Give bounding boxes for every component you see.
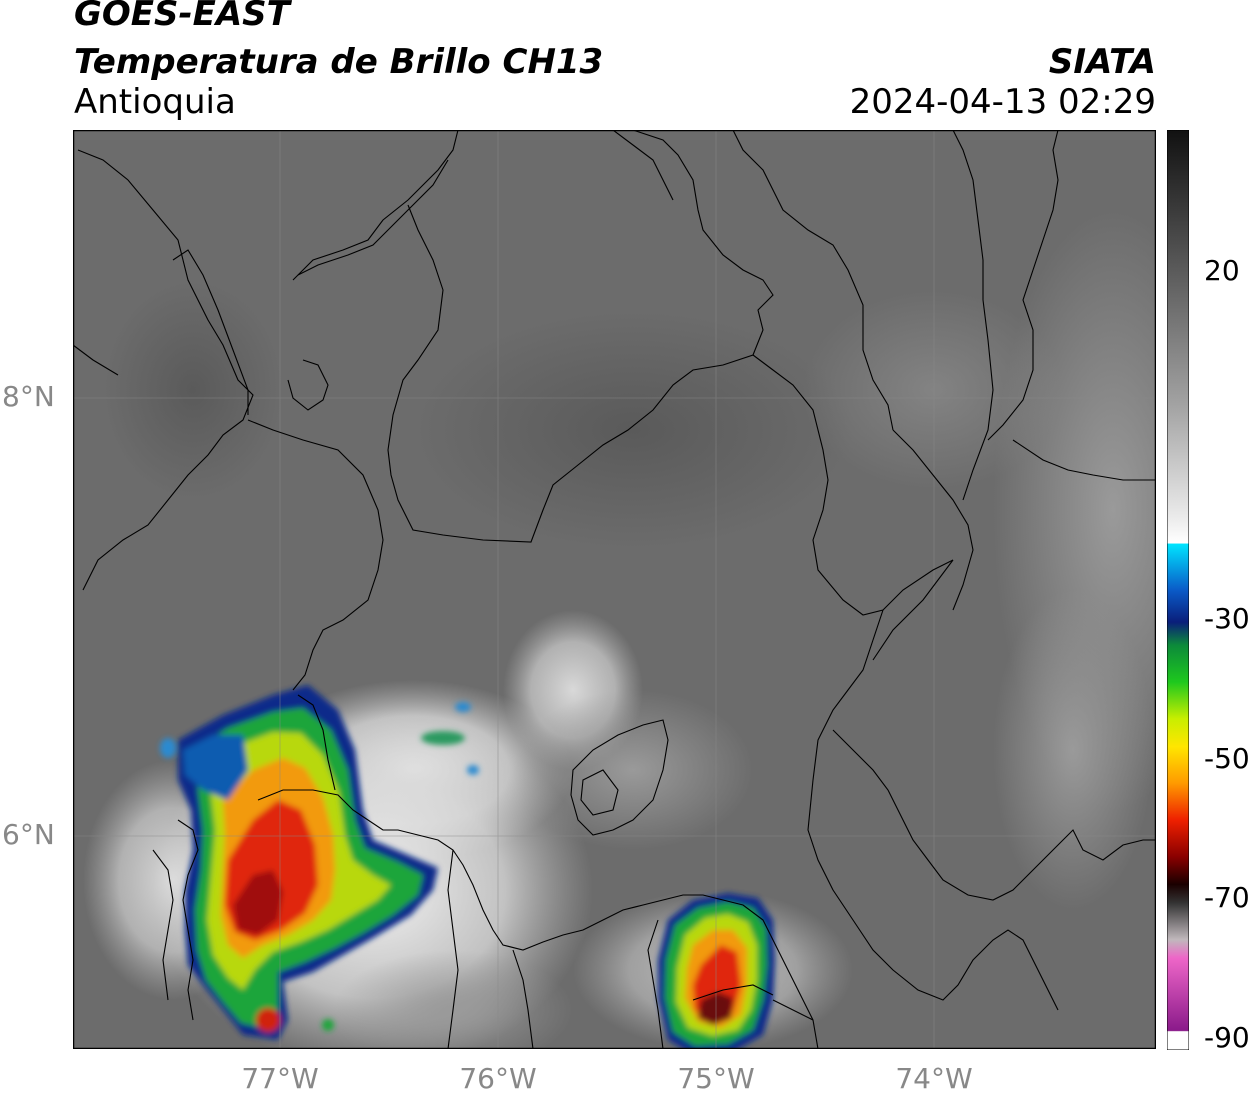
colorbar-label-minus50: -50 bbox=[1204, 742, 1250, 775]
storm-cell-west bbox=[160, 685, 479, 1040]
colorbar-label-minus30: -30 bbox=[1204, 602, 1250, 635]
colorbar-fill bbox=[1167, 130, 1189, 1050]
product-title: Temperatura de Brillo CH13 bbox=[74, 42, 604, 82]
lon-label-75w: 75°W bbox=[677, 1062, 755, 1095]
border-lines bbox=[73, 130, 1156, 1049]
datetime-title: 2024-04-13 02:29 bbox=[849, 82, 1156, 122]
lon-label-77w: 77°W bbox=[241, 1062, 319, 1095]
colorbar-label-minus70: -70 bbox=[1204, 881, 1250, 914]
region-title: Antioquia bbox=[74, 82, 236, 122]
satellite-map[interactable] bbox=[73, 130, 1156, 1049]
lat-label-6n: 6°N bbox=[2, 818, 55, 851]
map-frame bbox=[73, 130, 1156, 1049]
organization-title: SIATA bbox=[1048, 42, 1156, 82]
satellite-title: GOES-EAST bbox=[74, 0, 290, 34]
lon-label-74w: 74°W bbox=[895, 1062, 973, 1095]
temperature-colorbar bbox=[1167, 130, 1189, 1050]
gridlines bbox=[73, 130, 1156, 1049]
lon-label-76w: 76°W bbox=[459, 1062, 537, 1095]
lat-label-8n: 8°N bbox=[2, 380, 55, 413]
colorbar-label-20: 20 bbox=[1204, 254, 1240, 287]
colorbar-label-minus90: -90 bbox=[1204, 1021, 1250, 1054]
